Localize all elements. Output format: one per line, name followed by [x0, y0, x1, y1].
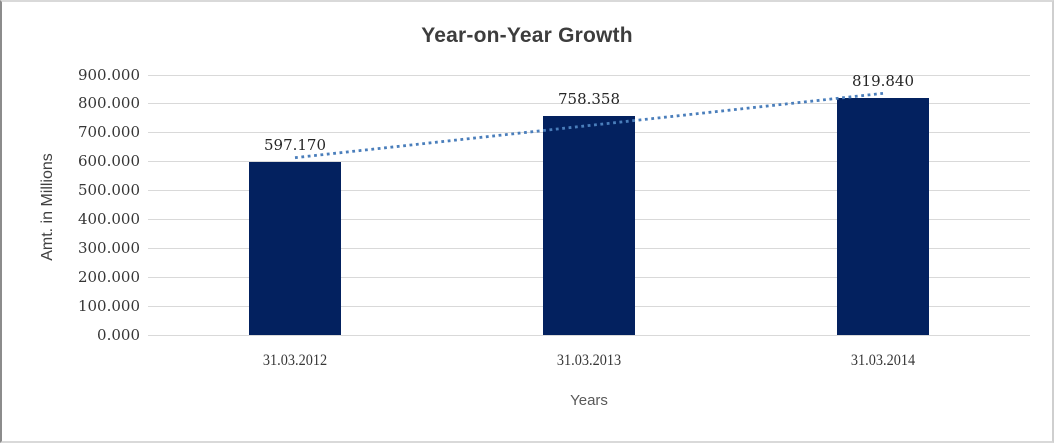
bar [249, 162, 341, 335]
x-axis-title: Years [570, 392, 608, 409]
gridline [148, 334, 1030, 336]
gridline [148, 74, 1030, 76]
y-tick-label: 200.000 [77, 267, 140, 286]
y-axis-tick-labels: 0.000 100.000 200.000 300.000 400.000 500.000… [2, 66, 140, 344]
bar-value-label: 758.358 [557, 89, 621, 108]
x-axis-tick-labels: 31.03.2012 31.03.2013 31.03.2014 [148, 352, 1030, 372]
x-tick-label: 31.03.2013 [556, 352, 622, 369]
y-tick-label: 500.000 [77, 181, 140, 200]
x-tick-label: 31.03.2014 [850, 352, 916, 369]
y-tick-label: 900.000 [77, 65, 140, 84]
y-tick-label: 0.000 [97, 325, 140, 344]
y-tick-label: 800.000 [77, 94, 140, 113]
y-tick-label: 100.000 [77, 296, 140, 315]
y-tick-label: 400.000 [77, 209, 140, 228]
bar [543, 115, 635, 335]
bar-value-label: 597.170 [263, 136, 327, 155]
y-tick-label: 600.000 [77, 152, 140, 171]
trendline-svg [294, 91, 884, 160]
x-tick-label: 31.03.2012 [262, 352, 328, 369]
trendline [294, 91, 884, 160]
chart-title: Year-on-Year Growth [421, 24, 633, 47]
bar [837, 98, 929, 335]
plot-area: 597.170 758.358 819.840 [148, 72, 1030, 336]
gridline [148, 103, 1030, 105]
bar-value-label: 819.840 [851, 72, 915, 91]
y-tick-label: 700.000 [77, 123, 140, 142]
y-tick-label: 300.000 [77, 238, 140, 257]
